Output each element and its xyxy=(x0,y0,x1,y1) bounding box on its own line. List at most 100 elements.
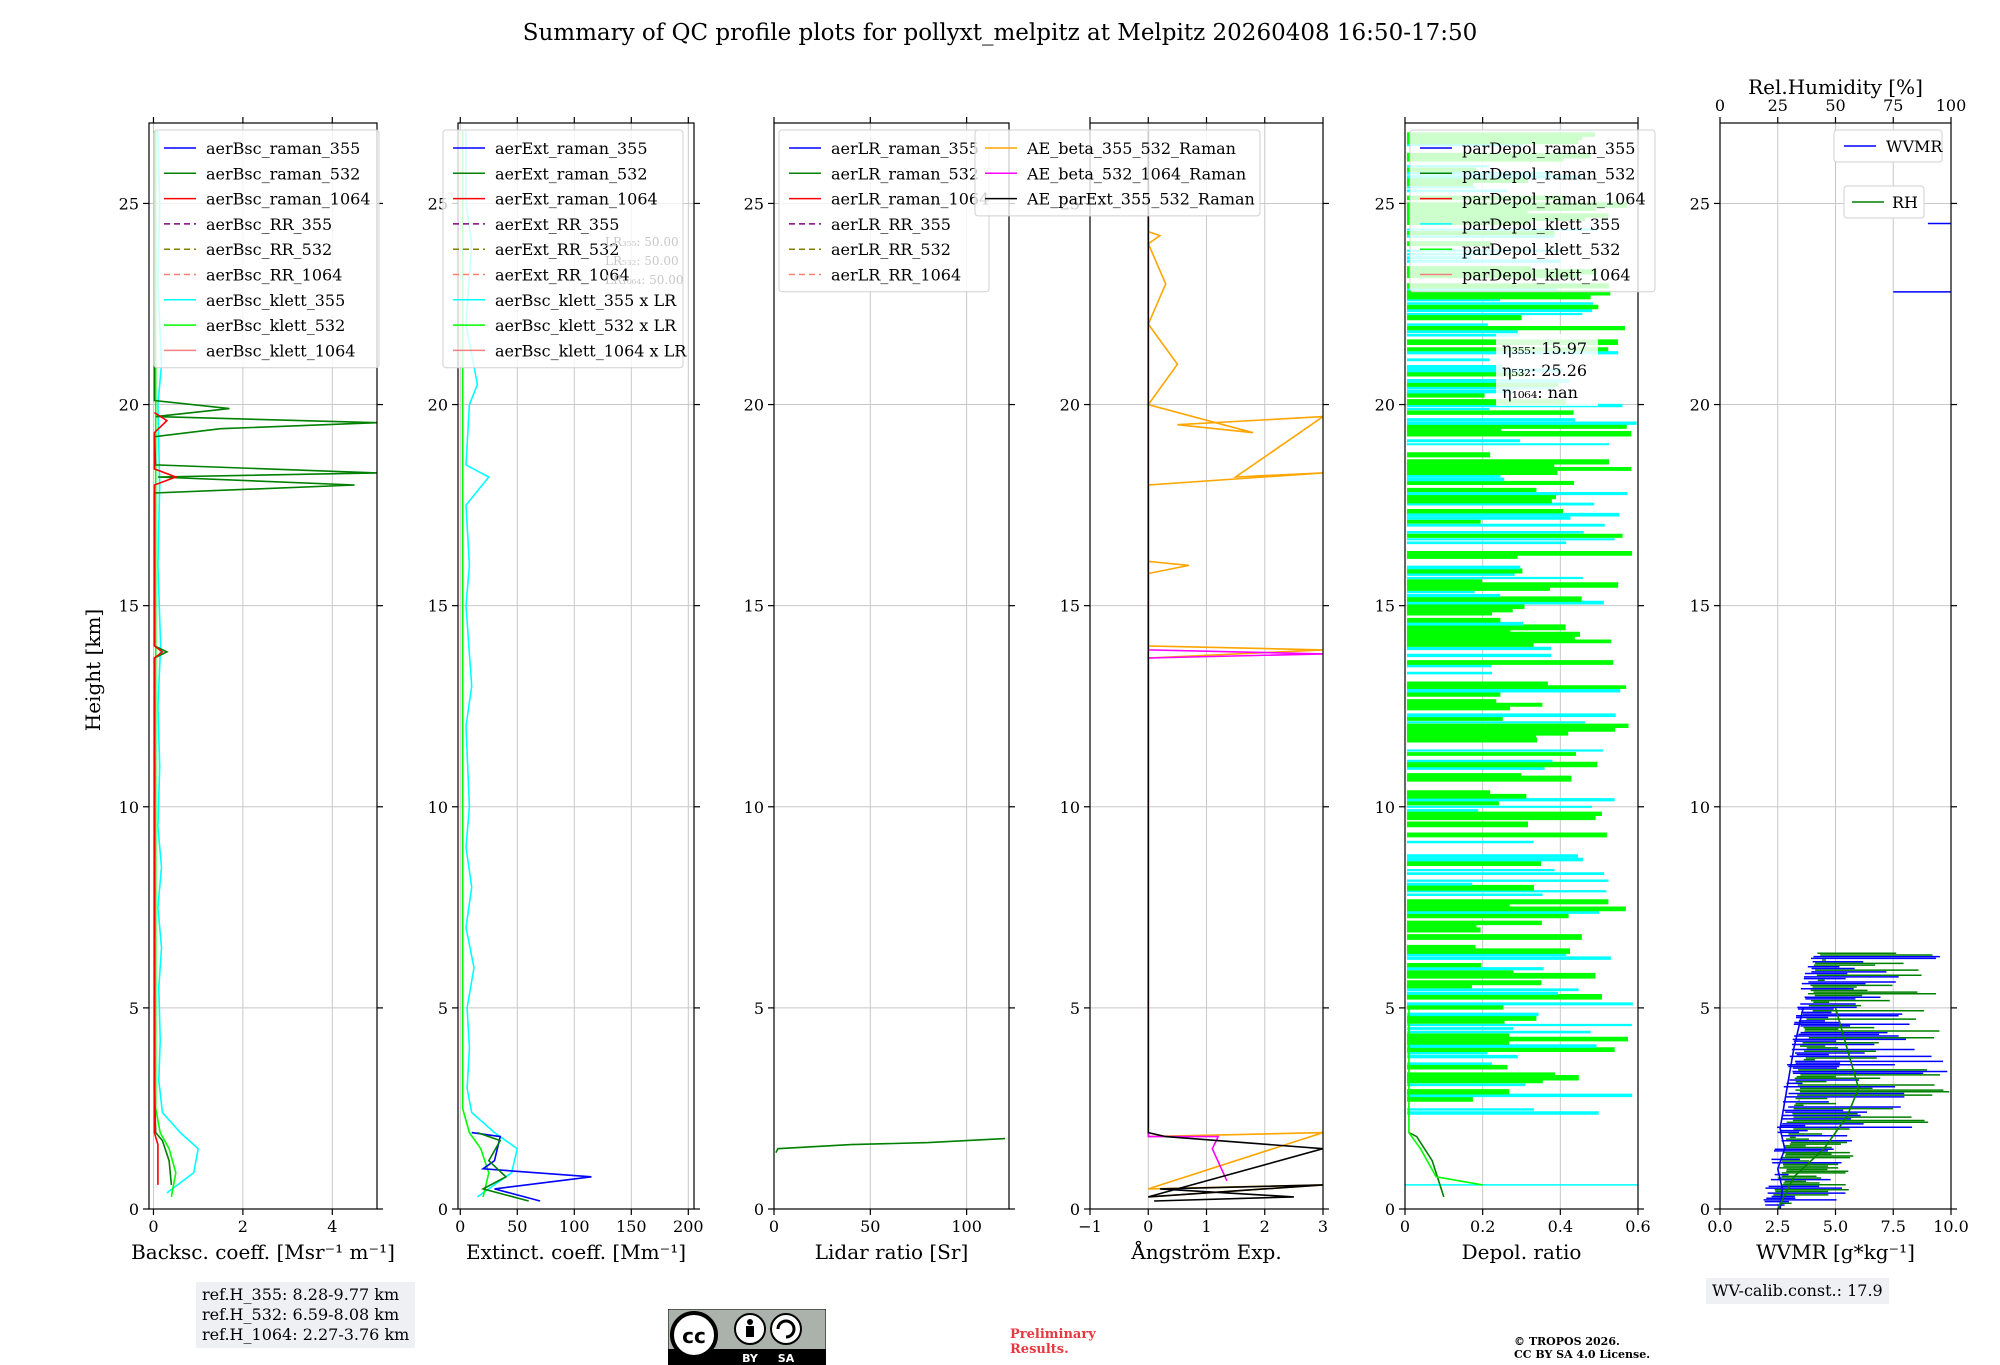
series-WVMR xyxy=(1776,1007,1804,1209)
ref-height-355: ref.H_355: 8.28-9.77 km xyxy=(202,1285,400,1304)
plot-area xyxy=(1146,131,1323,1202)
x-tick-label: 200 xyxy=(673,1217,704,1236)
legend-entry: aerBsc_raman_355 xyxy=(206,139,360,158)
legend-entry: aerLR_RR_355 xyxy=(831,215,951,234)
y-tick-label: 25 xyxy=(1375,194,1395,213)
y-tick-label: 0 xyxy=(1700,1200,1710,1219)
plot-area xyxy=(775,1137,1006,1154)
x-tick-label: 0 xyxy=(769,1217,779,1236)
x-tick-label: 100 xyxy=(951,1217,982,1236)
x-tick-label: 2 xyxy=(1260,1217,1270,1236)
x-tick-label: 10.0 xyxy=(1933,1217,1969,1236)
axes-frame xyxy=(1404,122,1639,1210)
top-x-tick-label: 25 xyxy=(1768,96,1788,115)
eta-annotation: η₁₀₆₄: nan xyxy=(1502,383,1578,402)
y-tick-label: 5 xyxy=(1070,999,1080,1018)
series-aerBsc_klett_355 xyxy=(157,130,200,1194)
legend-entry: AE_beta_532_1064_Raman xyxy=(1026,164,1246,183)
legend-entry: aerExt_raman_355 xyxy=(495,139,648,158)
panel-bsc: 0 5 10 15 20 25 0 2 4 Backsc. coeff. [Msr⁻¹ m⁻¹] a… xyxy=(119,117,395,1264)
x-tick-label: 0 xyxy=(1143,1217,1153,1236)
series-AE_beta_532_1064_Raman xyxy=(1147,131,1323,1182)
x-tick-label: 0 xyxy=(455,1217,465,1236)
plot-area xyxy=(461,131,592,1202)
series-aerBsc_raman_1064 xyxy=(153,411,179,1185)
x-axis-label: WVMR [g*kg⁻¹] xyxy=(1756,1240,1915,1264)
legend-entry: aerBsc_klett_355 xyxy=(206,291,345,310)
legend-entry: aerBsc_klett_1064 xyxy=(206,341,355,360)
legend-entry: parDepol_klett_355 xyxy=(1462,215,1620,234)
y-tick-label: 15 xyxy=(744,597,764,616)
x-tick-label: 5.0 xyxy=(1823,1217,1848,1236)
legend-box xyxy=(442,129,684,369)
y-tick-label: 10 xyxy=(119,798,139,817)
legend-entry: aerLR_RR_532 xyxy=(831,240,951,259)
axes-frame xyxy=(148,122,378,1210)
lidar-ratio-annotation: LR₁₀₆₄: 50.00 xyxy=(605,273,683,287)
y-tick-label: 15 xyxy=(1060,597,1080,616)
plot-area xyxy=(1405,132,1638,1198)
series-aerExt_raman_532 xyxy=(477,1131,529,1202)
series-parDepol_raman_532 xyxy=(1408,1131,1445,1198)
y-axis-label: Height [km] xyxy=(81,609,105,731)
y-tick-label: 0 xyxy=(438,1200,448,1219)
x-tick-label: 1 xyxy=(1201,1217,1211,1236)
y-tick-label: 20 xyxy=(744,396,764,415)
series-aerBsc_raman_532 xyxy=(153,131,377,1185)
cc-text: cc xyxy=(682,1324,706,1348)
y-tick-label: 5 xyxy=(1700,999,1710,1018)
x-tick-label: 0.2 xyxy=(1470,1217,1495,1236)
top-x-tick-label: 50 xyxy=(1825,96,1845,115)
x-axis-label: Extinct. coeff. [Mm⁻¹] xyxy=(466,1240,686,1264)
x-tick-label: 3 xyxy=(1318,1217,1328,1236)
sa-label: SA xyxy=(778,1352,795,1365)
x-tick-label: 2.5 xyxy=(1765,1217,1790,1236)
series-aerBsc_klett_532 xyxy=(154,131,177,1198)
panel-lr: 0 5 10 15 20 25 0 50 100 Lidar ratio [Sr] aerLR_ra… xyxy=(744,117,1015,1264)
wv-calib-box: WV-calib.const.: 17.9 xyxy=(1706,1278,1889,1304)
y-tick-label: 20 xyxy=(1060,396,1080,415)
y-tick-label: 20 xyxy=(1690,396,1710,415)
legend-entry: aerBsc_klett_532 xyxy=(206,316,345,335)
legend-entry: aerExt_RR_1064 xyxy=(495,266,630,285)
y-tick-label: 25 xyxy=(119,194,139,213)
x-tick-label: 0 xyxy=(148,1217,158,1236)
y-tick-label: 10 xyxy=(1060,798,1080,817)
ref-height-532: ref.H_532: 6.59-8.08 km xyxy=(202,1305,400,1324)
legend-entry: aerExt_raman_1064 xyxy=(495,190,658,209)
y-tick-label: 20 xyxy=(1375,396,1395,415)
preliminary-results-note: Preliminary Results. xyxy=(1010,1327,1096,1357)
axes-frame xyxy=(457,122,695,1210)
legend-box xyxy=(974,129,1261,217)
y-tick-label: 25 xyxy=(1690,194,1710,213)
legend-entry-wvmr: WVMR xyxy=(1886,137,1943,156)
legend-entry: aerLR_RR_1064 xyxy=(831,266,961,285)
legend-entry: aerBsc_klett_355 x LR xyxy=(495,291,677,310)
y-tick-label: 15 xyxy=(428,597,448,616)
y-tick-label: 0 xyxy=(1385,1200,1395,1219)
y-tick-label: 5 xyxy=(129,999,139,1018)
x-tick-label: 7.5 xyxy=(1881,1217,1906,1236)
x-tick-label: 2 xyxy=(238,1217,248,1236)
legend-entry: aerBsc_RR_355 xyxy=(206,215,332,234)
legend-entry: aerBsc_RR_1064 xyxy=(206,266,342,285)
eta-annotation: η₅₃₂: 25.26 xyxy=(1502,361,1587,380)
x-tick-label: 0.4 xyxy=(1548,1217,1573,1236)
legend-entry: aerLR_raman_1064 xyxy=(831,190,989,209)
lidar-ratio-annotation: LR₅₃₂: 50.00 xyxy=(605,254,679,268)
y-tick-label: 25 xyxy=(744,194,764,213)
copyright-note: © TROPOS 2026. CC BY SA 4.0 License. xyxy=(1514,1335,1650,1361)
plot-area xyxy=(1763,222,1951,1209)
y-tick-label: 5 xyxy=(1385,999,1395,1018)
eta-annotation: η₃₅₅: 15.97 xyxy=(1502,339,1587,358)
legend-entry: aerExt_RR_532 xyxy=(495,240,619,259)
legend-box xyxy=(1409,129,1656,293)
top-x-tick-label: 100 xyxy=(1936,96,1967,115)
y-tick-label: 10 xyxy=(744,798,764,817)
series-klett_532_LR xyxy=(461,131,490,1198)
x-axis-label: Ångström Exp. xyxy=(1130,1239,1281,1264)
y-tick-label: 10 xyxy=(1375,798,1395,817)
y-tick-label: 10 xyxy=(428,798,448,817)
y-tick-label: 0 xyxy=(754,1200,764,1219)
